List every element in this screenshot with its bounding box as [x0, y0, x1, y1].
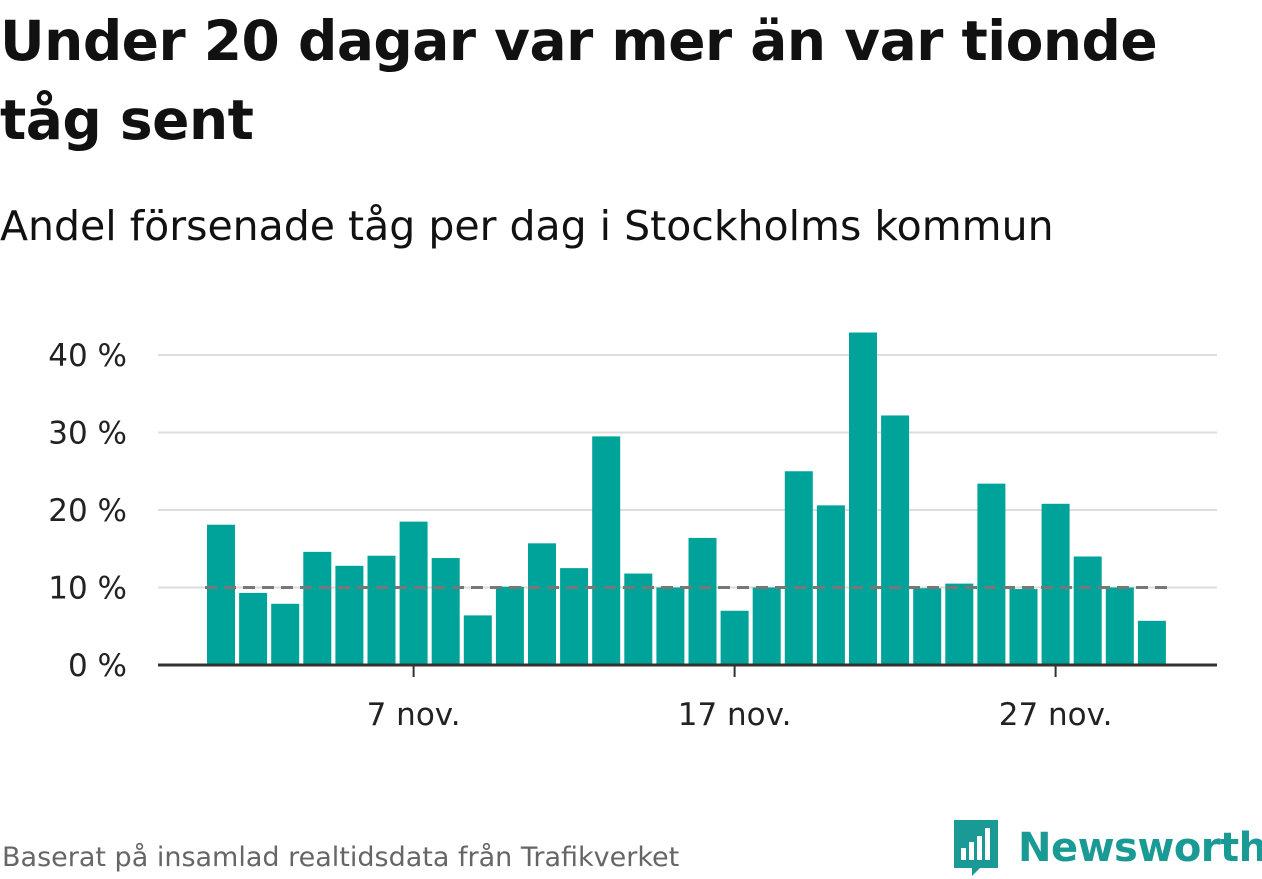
bar — [495, 586, 524, 665]
x-axis-labels: 7 nov. 17 nov. 27 nov. — [367, 697, 1113, 733]
bar — [816, 505, 845, 665]
brand-name: Newsworthy — [1018, 825, 1262, 871]
bar — [303, 551, 332, 665]
y-tick-label: 20 % — [48, 493, 127, 529]
bar — [1041, 503, 1070, 665]
bar — [945, 583, 974, 665]
bar — [463, 615, 492, 665]
x-tick-label: 17 nov. — [678, 697, 792, 733]
bar — [399, 521, 428, 665]
source-note: Baserat på insamlad realtidsdata från Tr… — [2, 842, 680, 873]
x-tick-label: 7 nov. — [367, 697, 461, 733]
bar — [271, 603, 300, 665]
bar — [720, 610, 749, 665]
x-axis — [158, 663, 1217, 677]
bar — [239, 592, 268, 665]
bar — [977, 483, 1006, 665]
bar — [367, 555, 396, 665]
bar — [592, 436, 621, 665]
bar — [752, 587, 781, 665]
x-tick-label: 27 nov. — [999, 697, 1113, 733]
bar — [1073, 556, 1102, 665]
y-tick-label: 40 % — [48, 338, 127, 374]
bar — [881, 415, 910, 665]
bar — [528, 543, 556, 665]
brand-logo: Newsworthy — [950, 818, 1262, 878]
y-axis-labels: 0 % 10 % 20 % 30 % 40 % — [48, 338, 127, 684]
y-tick-label: 10 % — [48, 571, 127, 607]
bar — [849, 332, 877, 665]
bar — [431, 558, 460, 665]
chart-title: Under 20 dagar var mer än var tionde tåg… — [0, 9, 1158, 152]
bar — [688, 537, 717, 665]
bar — [1137, 620, 1166, 665]
bar — [207, 524, 235, 665]
bar-chart: 0 % 10 % 20 % 30 % 40 % 7 nov. 17 nov. 27 nov. — [48, 332, 1217, 733]
bars — [207, 332, 1166, 665]
chart-subtitle: Andel försenade tåg per dag i Stockholms… — [0, 202, 1054, 250]
bar — [784, 471, 813, 665]
bar — [335, 565, 364, 665]
bar — [913, 588, 942, 665]
bar — [560, 568, 589, 665]
bar — [656, 587, 685, 665]
y-tick-label: 0 % — [68, 648, 127, 684]
bar — [1105, 587, 1134, 665]
newsworthy-logo-icon — [954, 820, 998, 876]
y-tick-label: 30 % — [48, 416, 127, 452]
bar — [1009, 589, 1038, 665]
